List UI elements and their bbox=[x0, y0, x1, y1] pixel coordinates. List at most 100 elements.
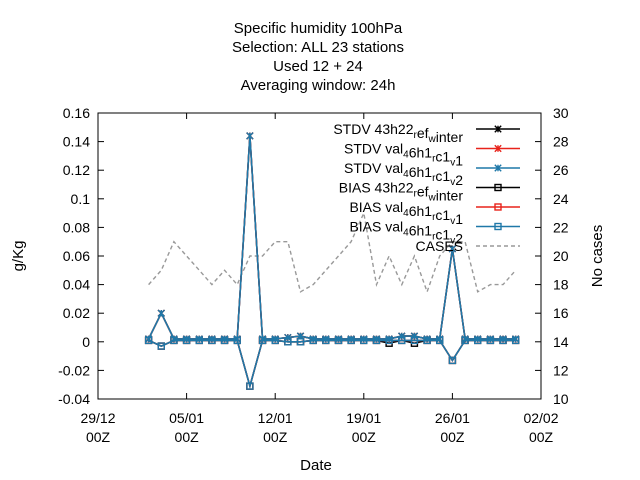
x-tick-label: 02/02 bbox=[523, 410, 558, 426]
y-axis-ticks: -0.04 -0.02 0 0.02 0.04 0.06 0.08 0.1 0.12 0.14 0.… bbox=[58, 105, 104, 407]
y2-tick-label: 28 bbox=[553, 134, 569, 150]
legend-marker bbox=[494, 183, 502, 192]
x-axis-ticks: 29/12 00Z 05/01 00Z 12/01 00Z 19/01 00Z 26/01 00Z… bbox=[80, 113, 559, 445]
data-point bbox=[246, 132, 254, 140]
data-point bbox=[486, 335, 495, 343]
y2-tick-label: 30 bbox=[553, 105, 569, 121]
x-tick-label: 12/01 bbox=[258, 410, 293, 426]
series-5 bbox=[144, 336, 520, 390]
data-point bbox=[157, 342, 165, 350]
x-axis-label: Date bbox=[300, 457, 332, 474]
legend-marker bbox=[494, 222, 502, 231]
x-tick-label: 00Z bbox=[86, 429, 111, 445]
data-point bbox=[170, 335, 178, 343]
data-point bbox=[144, 335, 153, 343]
data-point bbox=[220, 335, 229, 343]
title-line: Averaging window: 24h bbox=[241, 77, 396, 94]
y2-tick-label: 18 bbox=[553, 277, 569, 293]
x-tick-label: 19/01 bbox=[346, 410, 381, 426]
y-axis-label: g/Kg bbox=[10, 241, 27, 272]
data-point bbox=[410, 332, 419, 340]
y-tick-label: 0.12 bbox=[63, 162, 90, 178]
x-tick-label: 26/01 bbox=[435, 410, 470, 426]
plot-frame bbox=[97, 112, 542, 400]
legend-marker bbox=[494, 144, 502, 153]
series-line bbox=[148, 210, 517, 294]
legend-marker bbox=[494, 203, 502, 211]
data-point bbox=[474, 335, 482, 343]
legend-label: STDV 43h22refwinter bbox=[333, 121, 463, 145]
x-tick-label: 00Z bbox=[175, 429, 200, 445]
x-tick-label: 05/01 bbox=[169, 410, 204, 426]
series-layer bbox=[144, 132, 520, 390]
data-point bbox=[385, 335, 393, 343]
data-point bbox=[448, 245, 457, 253]
title-line: Used 12 + 24 bbox=[273, 58, 363, 75]
data-point bbox=[423, 335, 431, 343]
data-point bbox=[246, 382, 254, 390]
data-point bbox=[448, 356, 457, 365]
y-tick-label: -0.02 bbox=[58, 362, 90, 378]
data-point bbox=[347, 335, 355, 343]
data-point bbox=[157, 309, 165, 317]
legend-marker bbox=[494, 164, 502, 172]
y-tick-label: 0.14 bbox=[63, 134, 90, 150]
series-line bbox=[148, 339, 516, 390]
title-line: Selection: ALL 23 stations bbox=[232, 39, 404, 56]
data-point bbox=[436, 335, 444, 343]
y-tick-label: 0.04 bbox=[63, 277, 90, 293]
y2-tick-label: 16 bbox=[553, 305, 569, 321]
y-tick-label: -0.04 bbox=[58, 391, 90, 407]
y-tick-label: 0.1 bbox=[71, 191, 91, 207]
x-tick-label: 00Z bbox=[440, 429, 465, 445]
data-point bbox=[284, 333, 292, 342]
data-point bbox=[233, 335, 241, 343]
data-point bbox=[360, 335, 368, 343]
series-line bbox=[147, 135, 516, 340]
x-tick-label: 29/12 bbox=[80, 410, 115, 426]
legend-label: BIAS val46h1rc1v1 bbox=[349, 199, 463, 227]
plot-border bbox=[97, 112, 542, 400]
data-point bbox=[372, 335, 381, 343]
legend-marker bbox=[494, 125, 502, 133]
data-point bbox=[208, 335, 216, 343]
y-tick-label: 0.06 bbox=[63, 248, 90, 264]
legend-label: STDV val46h1rc1v2 bbox=[344, 160, 463, 188]
y-tick-label: 0 bbox=[82, 334, 90, 350]
chart-title: Specific humidity 100hPa Selection: ALL 2… bbox=[232, 20, 404, 94]
data-point bbox=[296, 332, 305, 340]
title-line: Specific humidity 100hPa bbox=[234, 20, 403, 37]
data-point bbox=[334, 335, 343, 343]
x-tick-label: 00Z bbox=[529, 429, 554, 445]
data-point bbox=[461, 335, 469, 343]
legend-label: CASES bbox=[416, 238, 463, 254]
legend-label: BIAS 43h22refwinter bbox=[339, 180, 464, 204]
legend-label: BIAS val46h1rc1v2 bbox=[349, 219, 463, 247]
data-point bbox=[195, 335, 203, 343]
data-point bbox=[322, 335, 330, 343]
x-tick-label: 00Z bbox=[352, 429, 377, 445]
series-2 bbox=[144, 132, 520, 343]
y2-tick-label: 10 bbox=[553, 391, 569, 407]
y2-tick-label: 24 bbox=[553, 191, 569, 207]
data-point bbox=[511, 335, 520, 343]
y2-tick-label: 14 bbox=[553, 334, 569, 350]
data-point bbox=[309, 335, 317, 343]
y2-axis-ticks: 10 12 14 16 18 20 22 24 26 28 30 bbox=[535, 105, 569, 407]
series-6 bbox=[148, 210, 517, 294]
y2-tick-label: 12 bbox=[553, 362, 569, 378]
data-point bbox=[182, 335, 191, 343]
y-tick-label: 0.02 bbox=[63, 305, 90, 321]
y-tick-label: 0.08 bbox=[63, 219, 90, 235]
y2-tick-label: 22 bbox=[553, 219, 569, 235]
legend-label: STDV val46h1rc1v1 bbox=[344, 141, 463, 169]
data-point bbox=[499, 335, 507, 343]
data-point bbox=[271, 335, 279, 343]
data-point bbox=[398, 332, 406, 340]
x-tick-label: 00Z bbox=[263, 429, 288, 445]
y2-tick-label: 20 bbox=[553, 248, 569, 264]
y-tick-label: 0.16 bbox=[63, 105, 90, 121]
data-point bbox=[258, 335, 267, 343]
